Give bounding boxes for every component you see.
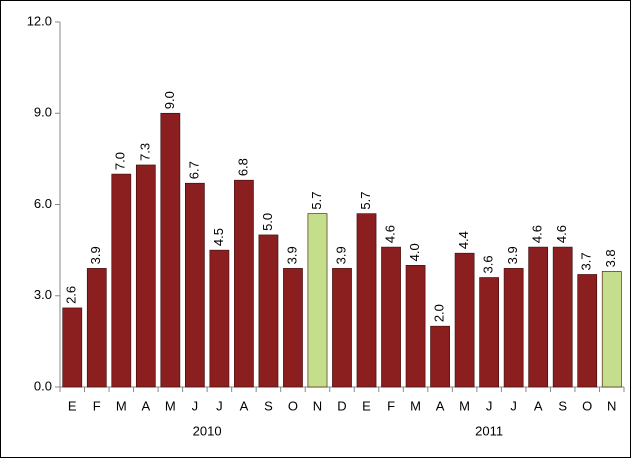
- x-tick-label: J: [216, 398, 223, 413]
- bar: [307, 213, 328, 388]
- bar: [405, 265, 426, 388]
- value-label: 6.7: [186, 161, 201, 179]
- bar: [111, 173, 132, 388]
- x-tick-label: O: [288, 398, 298, 413]
- bar: [479, 277, 499, 388]
- value-label: 4.5: [211, 228, 226, 246]
- y-tick-label: 0.0: [34, 378, 52, 393]
- bar: [62, 307, 83, 388]
- value-label: 3.9: [88, 246, 103, 264]
- x-tick-label: O: [582, 398, 592, 413]
- value-label: 4.6: [554, 225, 569, 243]
- value-label: 4.0: [407, 243, 422, 261]
- x-tick-label: A: [534, 398, 543, 413]
- value-label: 3.6: [481, 255, 496, 273]
- bar: [283, 268, 303, 388]
- value-label: 4.6: [530, 225, 545, 243]
- value-label: 3.9: [505, 246, 520, 264]
- bar: [601, 271, 622, 388]
- x-tick-label: D: [337, 398, 346, 413]
- x-tick-label: F: [93, 398, 101, 413]
- x-tick-label: M: [410, 398, 421, 413]
- value-label: 3.7: [579, 252, 594, 270]
- x-tick-label: S: [264, 398, 273, 413]
- x-tick-label: M: [116, 398, 127, 413]
- value-label: 3.8: [603, 249, 618, 267]
- bar: [209, 249, 230, 388]
- value-label: 3.9: [333, 246, 348, 264]
- bar: [503, 268, 524, 388]
- x-tick-label: J: [192, 398, 199, 413]
- x-tick-label: M: [165, 398, 176, 413]
- x-tick-label: F: [387, 398, 395, 413]
- bar: [258, 234, 279, 388]
- group-label: 2011: [475, 423, 503, 438]
- bar: [332, 268, 352, 388]
- value-label: 5.7: [309, 192, 324, 210]
- bar: [86, 268, 107, 388]
- x-tick-label: A: [436, 398, 445, 413]
- x-tick-label: N: [607, 398, 616, 413]
- value-label: 6.8: [235, 158, 250, 176]
- x-tick-label: N: [313, 398, 322, 413]
- value-label: 7.3: [137, 143, 152, 161]
- bar: [430, 325, 450, 388]
- value-label: 2.0: [432, 304, 447, 322]
- bar: [528, 246, 549, 388]
- x-tick-label: J: [486, 398, 493, 413]
- x-tick-label: E: [362, 398, 371, 413]
- x-tick-label: M: [459, 398, 470, 413]
- x-tick-label: A: [141, 398, 150, 413]
- y-tick-label: 12.0: [27, 13, 52, 28]
- value-label: 4.4: [456, 231, 471, 249]
- value-label: 5.7: [358, 192, 373, 210]
- bar: [160, 112, 181, 388]
- bar: [552, 246, 573, 388]
- value-label: 2.6: [64, 286, 79, 304]
- value-label: 4.6: [382, 225, 397, 243]
- group-label: 2010: [193, 423, 222, 438]
- y-tick-label: 3.0: [34, 287, 52, 302]
- bar: [381, 246, 401, 388]
- bar: [454, 252, 475, 388]
- x-tick-label: S: [558, 398, 567, 413]
- bar: [135, 164, 156, 388]
- x-tick-label: A: [240, 398, 249, 413]
- value-label: 3.9: [284, 246, 299, 264]
- value-label: 9.0: [162, 91, 177, 109]
- x-tick-label: E: [68, 398, 77, 413]
- y-tick-label: 6.0: [34, 196, 52, 211]
- x-tick-label: J: [510, 398, 517, 413]
- y-tick-label: 9.0: [34, 105, 52, 120]
- bar: [234, 179, 254, 388]
- bar: [185, 182, 205, 388]
- bar: [356, 213, 377, 388]
- value-label: 7.0: [113, 152, 128, 170]
- bar: [577, 274, 598, 388]
- value-label: 5.0: [260, 213, 275, 231]
